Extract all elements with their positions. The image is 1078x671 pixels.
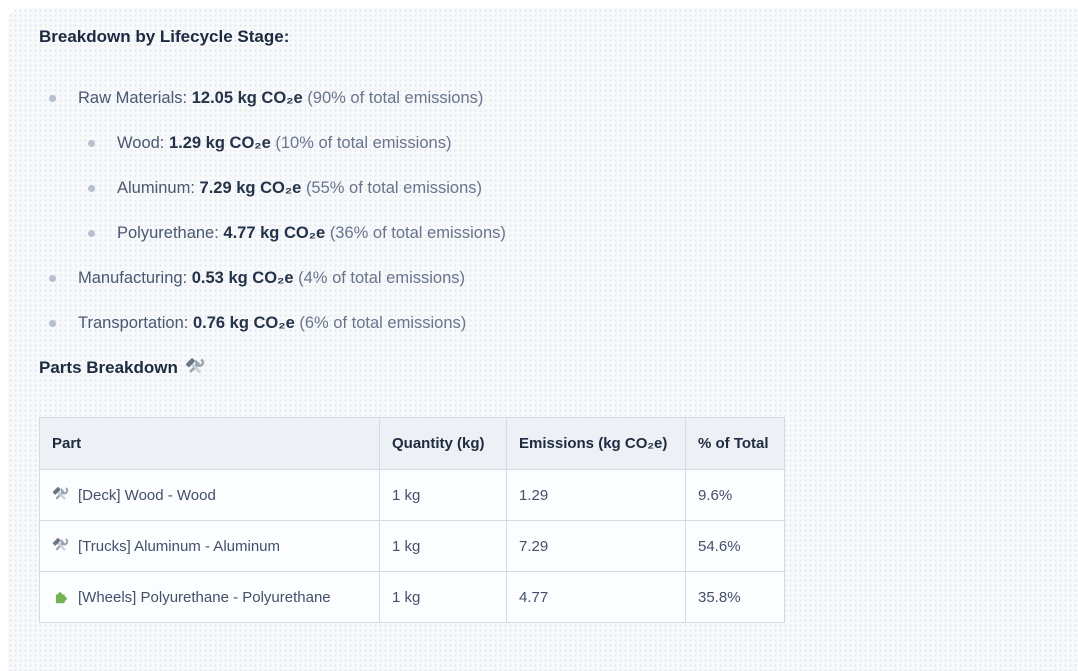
column-header-percent: % of Total (685, 417, 785, 470)
column-header-emissions: Emissions (kg CO₂e) (506, 417, 686, 470)
part-cell: [Deck] Wood - Wood (39, 469, 380, 521)
list-item-aluminum: Aluminum: 7.29 kg CO₂e (55% of total emi… (78, 177, 1058, 200)
item-label: Manufacturing: (78, 269, 188, 287)
part-name: [Trucks] Aluminum - Aluminum (78, 538, 280, 555)
quantity-cell: 1 kg (379, 571, 507, 623)
list-item-raw-materials: Raw Materials: 12.05 kg CO₂e (90% of tot… (39, 87, 1058, 245)
list-item-manufacturing: Manufacturing: 0.53 kg CO₂e (4% of total… (39, 267, 1058, 290)
item-value: 0.53 kg CO₂e (191, 269, 294, 287)
item-label: Raw Materials: (78, 89, 188, 107)
emissions-cell: 4.77 (506, 571, 686, 623)
item-value: 4.77 kg CO₂e (223, 224, 326, 242)
content-panel: Breakdown by Lifecycle Stage: Raw Materi… (8, 8, 1078, 671)
list-item-wood: Wood: 1.29 kg CO₂e (10% of total emissio… (78, 132, 1058, 155)
quantity-cell: 1 kg (379, 520, 507, 572)
bullet-icon (49, 95, 56, 102)
table-row: [Deck] Wood - Wood 1 kg 1.29 9.6% (39, 469, 785, 521)
document-body: Breakdown by Lifecycle Stage: Raw Materi… (8, 8, 1078, 623)
item-note: (36% of total emissions) (329, 224, 506, 242)
item-value: 0.76 kg CO₂e (192, 314, 295, 332)
item-note: (6% of total emissions) (299, 314, 467, 332)
bullet-icon (88, 140, 95, 147)
column-header-part: Part (39, 417, 380, 470)
bullet-icon (88, 185, 95, 192)
lifecycle-list: Raw Materials: 12.05 kg CO₂e (90% of tot… (39, 87, 1058, 335)
parts-heading-text: Parts Breakdown (39, 358, 178, 377)
puzzle-piece-icon (55, 592, 67, 604)
item-value: 1.29 kg CO₂e (168, 134, 271, 152)
list-item-polyurethane: Polyurethane: 4.77 kg CO₂e (36% of total… (78, 222, 1058, 245)
item-label: Polyurethane: (117, 224, 219, 242)
list-item-transportation: Transportation: 0.76 kg CO₂e (6% of tota… (39, 312, 1058, 335)
part-cell: [Trucks] Aluminum - Aluminum (39, 520, 380, 572)
parts-heading: Parts Breakdown (39, 357, 1058, 378)
hammer-wrench-icon (52, 537, 69, 551)
percent-cell: 54.6% (685, 520, 785, 572)
bullet-icon (49, 275, 56, 282)
emissions-cell: 7.29 (506, 520, 686, 572)
part-name: [Wheels] Polyurethane - Polyurethane (78, 589, 331, 606)
parts-table: Part Quantity (kg) Emissions (kg CO₂e) %… (39, 417, 785, 623)
emissions-cell: 1.29 (506, 469, 686, 521)
item-note: (90% of total emissions) (307, 89, 484, 107)
hammer-wrench-icon (52, 486, 69, 500)
item-value: 7.29 kg CO₂e (199, 179, 302, 197)
item-note: (4% of total emissions) (298, 269, 466, 287)
table-row: [Trucks] Aluminum - Aluminum 1 kg 7.29 5… (39, 520, 785, 572)
column-header-quantity: Quantity (kg) (379, 417, 507, 470)
item-value: 12.05 kg CO₂e (191, 89, 303, 107)
hammer-wrench-icon (185, 357, 205, 374)
table-row: [Wheels] Polyurethane - Polyurethane 1 k… (39, 571, 785, 623)
item-note: (55% of total emissions) (305, 179, 483, 197)
item-label: Wood: (117, 134, 165, 152)
percent-cell: 35.8% (685, 571, 785, 623)
bullet-icon (49, 320, 56, 327)
bullet-icon (88, 230, 95, 237)
item-label: Aluminum: (117, 179, 195, 197)
item-label: Transportation: (78, 314, 189, 332)
parts-table-header: Part Quantity (kg) Emissions (kg CO₂e) %… (39, 417, 785, 470)
raw-materials-sublist: Wood: 1.29 kg CO₂e (10% of total emissio… (78, 132, 1058, 245)
part-name: [Deck] Wood - Wood (78, 487, 216, 504)
quantity-cell: 1 kg (379, 469, 507, 521)
part-cell: [Wheels] Polyurethane - Polyurethane (39, 571, 380, 623)
lifecycle-heading: Breakdown by Lifecycle Stage: (39, 27, 290, 46)
percent-cell: 9.6% (685, 469, 785, 521)
item-note: (10% of total emissions) (275, 134, 452, 152)
